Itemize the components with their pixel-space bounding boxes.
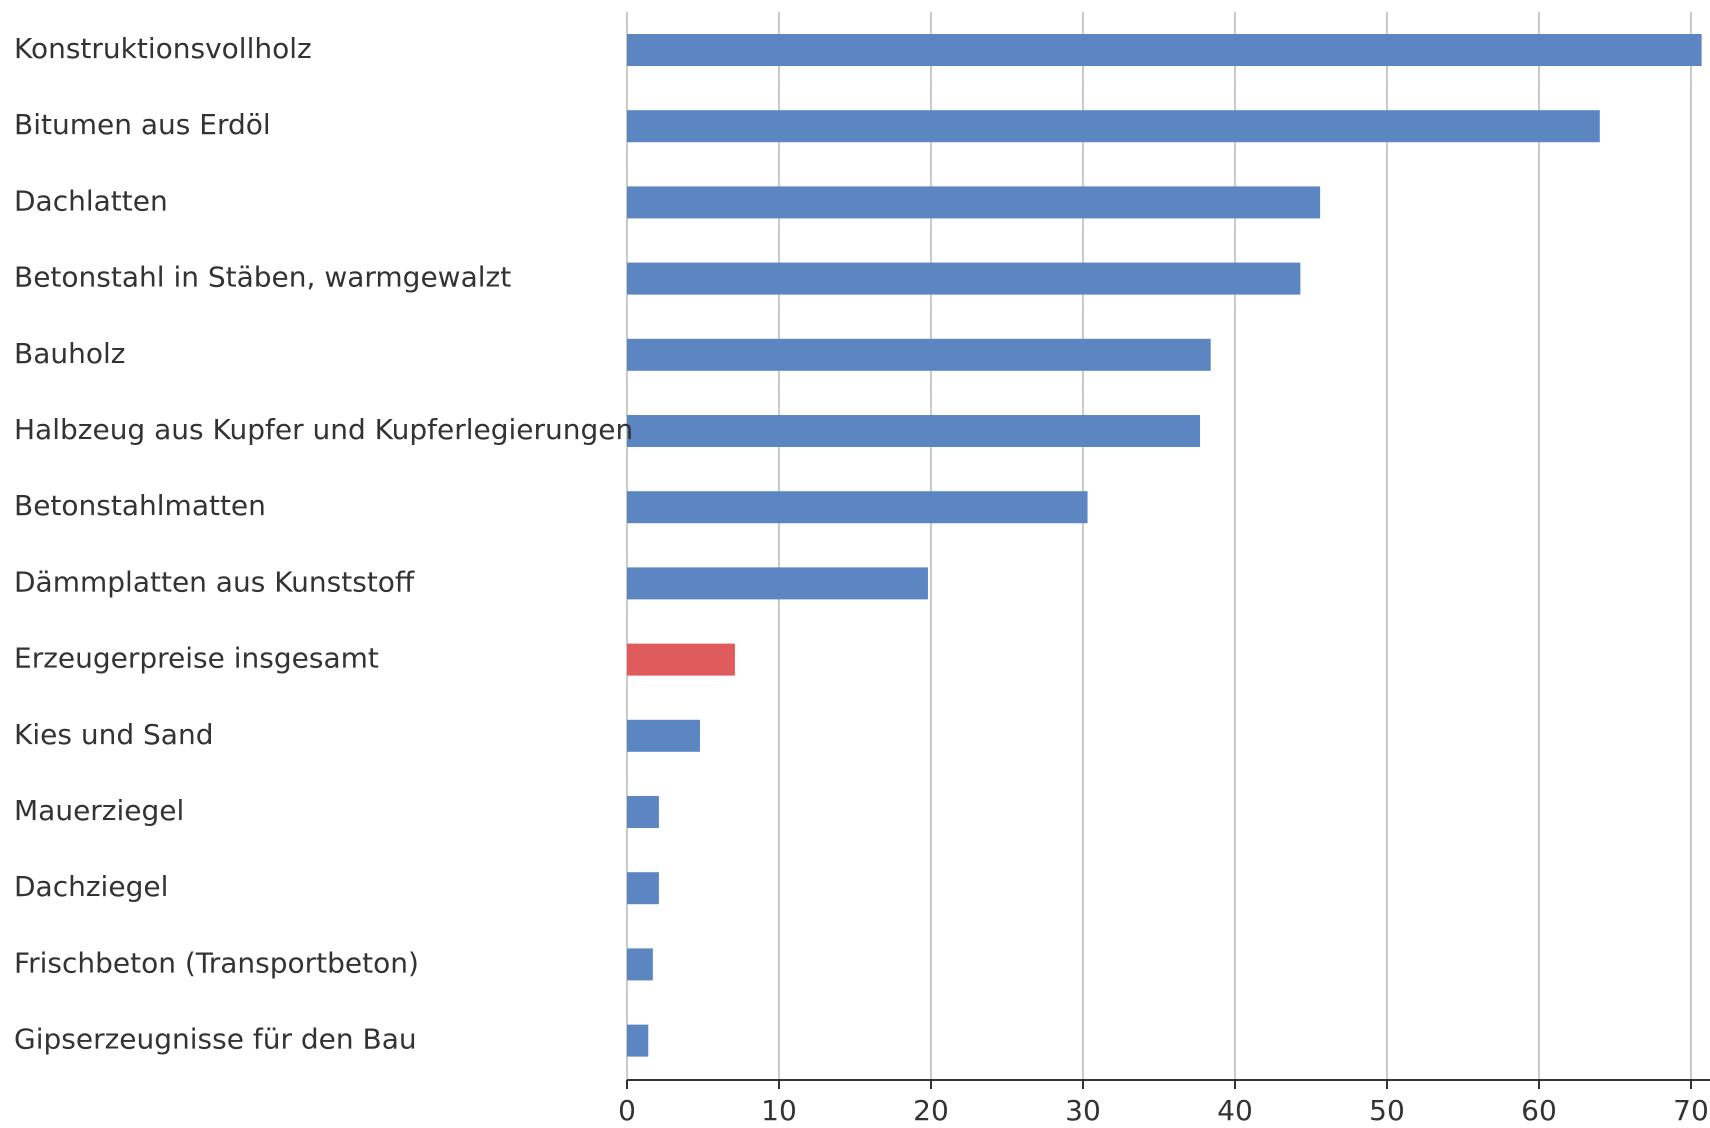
bar-betonstahlmatten — [627, 491, 1088, 524]
x-tick-label-60: 60 — [1521, 1094, 1557, 1127]
category-label-gipserzeugnisse-für-den-bau: Gipserzeugnisse für den Bau — [14, 1023, 417, 1056]
grid-lines — [626, 12, 1692, 1080]
category-label-konstruktionsvollholz: Konstruktionsvollholz — [14, 32, 312, 65]
x-tick-label-10: 10 — [761, 1094, 797, 1127]
category-label-bitumen-aus-erdöl: Bitumen aus Erdöl — [14, 108, 271, 141]
category-label-frischbeton-transportbeton: Frischbeton (Transportbeton) — [14, 946, 419, 979]
bar-erzeugerpreise-insgesamt — [627, 643, 735, 676]
bars — [627, 34, 1702, 1057]
category-labels: Konstruktionsvollholz Bitumen aus Erdöl Da… — [14, 32, 633, 1056]
bar-dachziegel — [627, 872, 659, 905]
bar-halbzeug-aus-kupfer-und-kupferlegierungen — [627, 415, 1201, 447]
x-tick-label-50: 50 — [1369, 1094, 1405, 1127]
bar-dachlatten — [627, 186, 1321, 219]
bar-konstruktionsvollholz — [627, 34, 1702, 66]
x-tick-label-40: 40 — [1217, 1094, 1253, 1127]
category-label-betonstahlmatten: Betonstahlmatten — [14, 489, 266, 522]
category-label-erzeugerpreise-insgesamt: Erzeugerpreise insgesamt — [14, 642, 379, 675]
bar-dämmplatten-aus-kunststoff — [627, 567, 928, 600]
category-label-dämmplatten-aus-kunststoff: Dämmplatten aus Kunststoff — [14, 565, 415, 598]
category-label-kies-und-sand: Kies und Sand — [14, 718, 213, 751]
x-tick-label-0: 0 — [618, 1094, 636, 1127]
bar-kies-und-sand — [627, 719, 700, 752]
x-axis: 0 10 20 30 40 50 60 70 — [618, 1079, 1710, 1127]
bar-mauerziegel — [627, 796, 659, 828]
bar-gipserzeugnisse-für-den-bau — [627, 1024, 649, 1057]
bar-bitumen-aus-erdöl — [627, 110, 1600, 143]
x-tick-label-70: 70 — [1673, 1094, 1709, 1127]
x-tick-label-30: 30 — [1065, 1094, 1101, 1127]
category-label-betonstahl-in-stäben-warmgewalzt: Betonstahl in Stäben, warmgewalzt — [14, 261, 511, 294]
category-label-dachziegel: Dachziegel — [14, 870, 168, 903]
category-label-bauholz: Bauholz — [14, 337, 125, 370]
bar-betonstahl-in-stäben-warmgewalzt — [627, 262, 1301, 295]
bar-bauholz — [627, 338, 1211, 371]
category-label-mauerziegel: Mauerziegel — [14, 794, 184, 827]
category-label-dachlatten: Dachlatten — [14, 184, 168, 217]
category-label-halbzeug-aus-kupfer-und-kupferlegierungen: Halbzeug aus Kupfer und Kupferlegierunge… — [14, 413, 633, 446]
x-tick-label-20: 20 — [913, 1094, 949, 1127]
bar-frischbeton-transportbeton — [627, 948, 653, 981]
